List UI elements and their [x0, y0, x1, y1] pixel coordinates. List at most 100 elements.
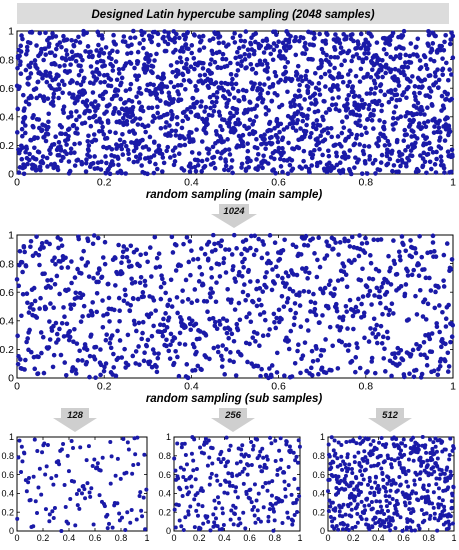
data-point: [297, 38, 302, 44]
data-point: [201, 45, 207, 50]
data-point: [19, 260, 25, 265]
data-point: [27, 476, 31, 481]
data-point: [261, 310, 267, 315]
data-point: [61, 104, 67, 110]
data-point: [293, 310, 299, 316]
panel-1024-ytick-label: 0.8: [0, 258, 14, 270]
data-point: [331, 460, 336, 465]
data-point: [363, 455, 368, 460]
data-point: [372, 370, 378, 376]
data-point: [225, 81, 231, 87]
data-point: [332, 286, 338, 292]
data-point: [18, 357, 23, 362]
data-point: [402, 291, 408, 297]
panel-512-ytick-label: 0.8: [312, 451, 325, 461]
data-point: [426, 483, 431, 488]
data-point: [385, 481, 390, 486]
data-point: [407, 501, 412, 506]
data-point: [216, 457, 221, 462]
data-point: [405, 64, 411, 70]
data-point: [216, 40, 222, 46]
data-point: [270, 267, 275, 272]
data-point: [353, 155, 358, 160]
data-point: [166, 90, 172, 96]
data-point: [421, 459, 426, 464]
data-point: [276, 145, 282, 151]
data-point: [451, 446, 456, 451]
data-point: [239, 165, 244, 170]
data-point: [356, 450, 361, 455]
data-point: [399, 152, 405, 157]
data-point: [390, 115, 396, 121]
data-point: [129, 42, 134, 48]
data-point: [251, 48, 257, 54]
panel-256-ytick-label: 0.2: [158, 507, 171, 517]
data-point: [133, 116, 138, 121]
data-point: [301, 158, 306, 164]
data-point: [357, 233, 362, 238]
data-point: [448, 469, 453, 474]
data-point: [64, 151, 69, 157]
data-point: [20, 269, 25, 275]
data-point: [439, 468, 444, 473]
data-point: [343, 512, 348, 517]
data-point: [211, 92, 216, 98]
data-point: [295, 109, 301, 115]
data-point: [437, 363, 443, 369]
data-point: [141, 30, 147, 35]
data-point: [270, 57, 276, 63]
data-point: [377, 288, 382, 294]
data-point: [312, 300, 318, 306]
data-point: [223, 147, 228, 153]
data-point: [105, 311, 110, 317]
data-point: [56, 82, 62, 87]
data-point: [357, 118, 362, 123]
panel-256-xtick-label: 0: [171, 533, 176, 543]
data-point: [40, 160, 46, 166]
panel-1024: 0 0.2 0.4 0.6 0.8 100.20.40.60.81: [0, 230, 456, 393]
data-point: [339, 119, 345, 124]
data-point: [57, 326, 62, 332]
data-point: [260, 97, 266, 102]
data-point: [411, 267, 417, 273]
data-point: [15, 361, 21, 367]
data-point: [342, 58, 348, 64]
data-point: [406, 317, 411, 322]
data-point: [327, 454, 332, 459]
data-point: [367, 153, 373, 159]
data-point: [208, 528, 213, 533]
data-point: [258, 43, 264, 49]
data-point: [416, 443, 421, 448]
data-point: [213, 247, 218, 253]
data-point: [386, 456, 391, 461]
data-point: [161, 34, 166, 40]
data-point: [219, 449, 224, 454]
data-point: [22, 164, 28, 170]
data-point: [364, 240, 370, 246]
data-point: [447, 522, 452, 527]
data-point: [45, 131, 51, 137]
data-point: [188, 79, 193, 85]
data-point: [237, 472, 242, 477]
data-point: [441, 165, 447, 171]
data-point: [44, 73, 49, 78]
data-point: [23, 123, 28, 128]
data-point: [323, 41, 329, 46]
data-point: [136, 320, 142, 326]
data-point: [227, 327, 233, 332]
data-point: [376, 483, 381, 488]
data-point: [322, 71, 328, 77]
data-point: [357, 142, 363, 147]
data-point: [335, 83, 340, 88]
data-point: [374, 285, 380, 291]
data-point: [167, 297, 173, 303]
data-point: [378, 300, 383, 306]
data-point: [38, 295, 43, 301]
data-point: [86, 133, 91, 139]
data-point: [325, 32, 330, 37]
data-point: [322, 137, 328, 143]
data-point: [24, 44, 30, 50]
data-point: [269, 363, 275, 368]
data-point: [406, 158, 412, 163]
data-point: [253, 520, 258, 525]
